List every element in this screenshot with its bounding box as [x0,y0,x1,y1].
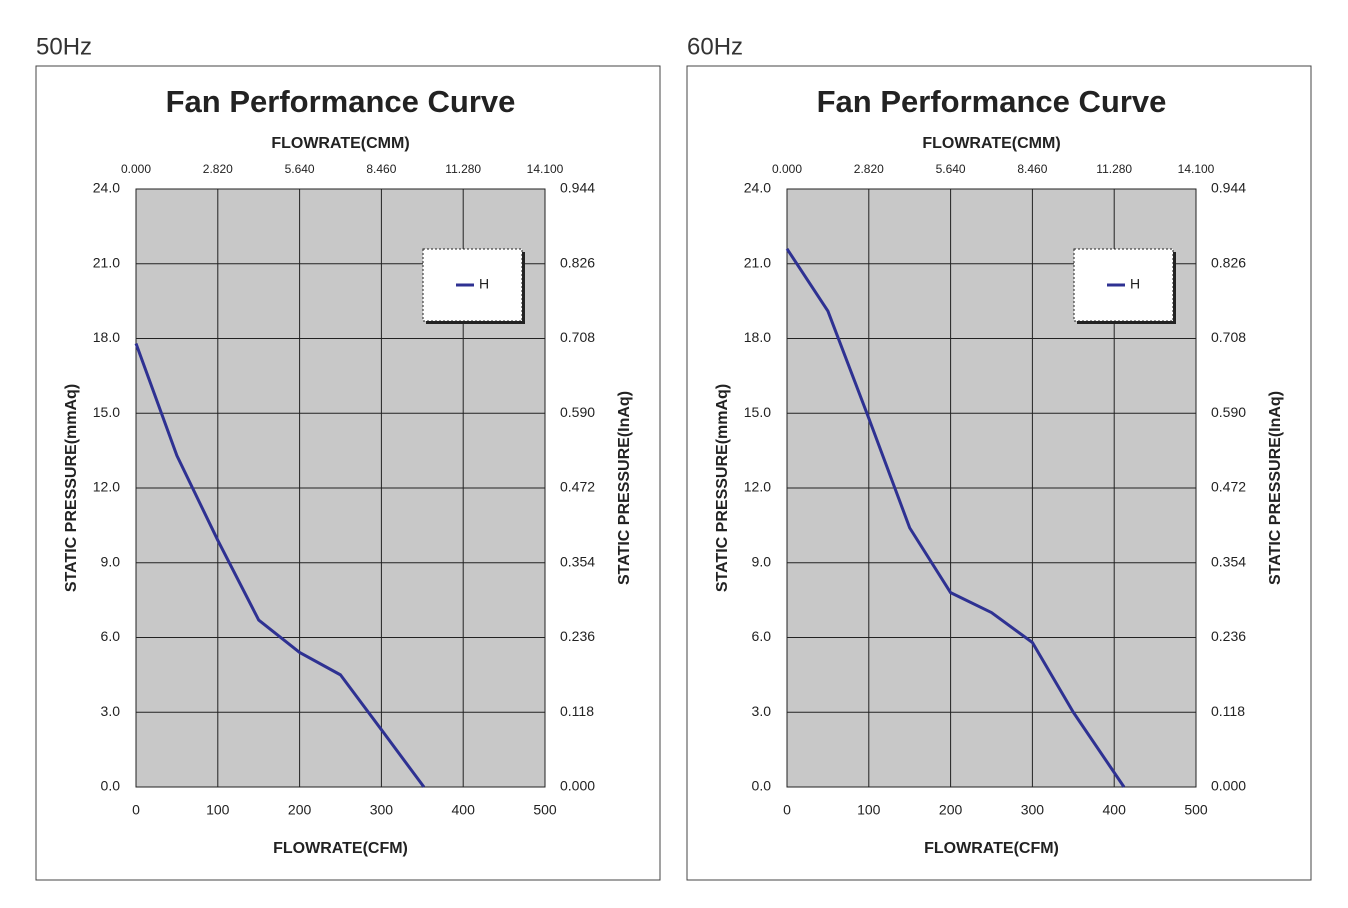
x-tick-label: 0 [132,802,140,818]
y2-axis-label: STATIC PRESSURE(InAq) [1267,391,1284,585]
x2-axis-label: FLOWRATE(CMM) [922,135,1060,152]
legend-label: H [479,276,489,292]
x-tick-label: 200 [939,802,963,818]
x-tick-label: 0 [783,802,791,818]
x-tick-label: 300 [1021,802,1045,818]
line [134,342,426,788]
x-tick-label: 200 [288,802,312,818]
x-axis-label: FLOWRATE(CFM) [924,840,1059,857]
legend-label: H [1130,276,1140,292]
y-tick-label: 21.0 [93,254,120,270]
y-axis-label: STATIC PRESSURE(mmAq) [63,384,80,592]
x2-tick-label: 5.640 [285,162,315,176]
x2-tick-label: 0.000 [772,162,802,176]
y-tick-label: 0.0 [752,778,772,794]
y2-tick-label: 0.354 [560,553,595,569]
x2-tick-label: 0.000 [121,162,151,176]
y-tick-label: 3.0 [752,703,772,719]
y-tick-label: 0.0 [101,778,121,794]
y2-tick-label: 0.826 [560,254,595,270]
heading: 50Hz [36,33,92,60]
chart-title: Fan Performance Curve [817,84,1167,119]
y-tick-label: 24.0 [93,180,120,196]
y2-tick-label: 0.118 [1211,703,1245,719]
x-tick-label: 300 [370,802,394,818]
y2-tick-label: 0.708 [1211,329,1246,345]
x-tick-label: 100 [206,802,230,818]
y2-tick-label: 0.472 [560,479,595,495]
x2-tick-label: 8.460 [1017,162,1047,176]
y-tick-label: 24.0 [744,180,771,196]
y-tick-label: 9.0 [752,553,772,569]
y-tick-label: 12.0 [744,479,771,495]
x-tick-label: 500 [533,802,557,818]
x-tick-label: 500 [1184,802,1208,818]
x2-tick-label: 11.280 [1096,162,1132,176]
y2-tick-label: 0.944 [1211,180,1246,196]
y-tick-label: 18.0 [744,329,771,345]
panel-frame [686,65,1312,881]
chart-title: Fan Performance Curve [166,84,516,119]
y-tick-label: 18.0 [93,329,120,345]
x2-tick-label: 14.100 [527,162,564,176]
y-axis-label: STATIC PRESSURE(mmAq) [714,384,731,592]
y2-tick-label: 0.944 [560,180,595,196]
x2-axis-label: FLOWRATE(CMM) [271,135,409,152]
y-tick-label: 15.0 [93,404,120,420]
x2-tick-label: 2.820 [854,162,884,176]
x-tick-label: 400 [1103,802,1127,818]
x2-tick-label: 8.460 [366,162,396,176]
y-tick-label: 21.0 [744,254,771,270]
x2-tick-label: 14.100 [1178,162,1215,176]
x2-tick-label: 2.820 [203,162,233,176]
line [785,247,1126,788]
y2-axis-label: STATIC PRESSURE(InAq) [616,391,633,585]
y-tick-label: 3.0 [101,703,121,719]
y2-tick-label: 0.472 [1211,479,1246,495]
x-axis-label: FLOWRATE(CFM) [273,840,408,857]
y2-tick-label: 0.826 [1211,254,1246,270]
y2-tick-label: 0.236 [1211,628,1246,644]
y2-tick-label: 0.590 [1211,404,1246,420]
y2-tick-label: 0.000 [560,778,595,794]
y2-tick-label: 0.708 [560,329,595,345]
y-tick-label: 6.0 [752,628,772,644]
y2-tick-label: 0.590 [560,404,595,420]
x2-tick-label: 11.280 [445,162,481,176]
x-tick-label: 100 [857,802,881,818]
y2-tick-label: 0.000 [1211,778,1246,794]
panel-frame [35,65,661,881]
y-tick-label: 9.0 [101,553,121,569]
y2-tick-label: 0.236 [560,628,595,644]
x-tick-label: 400 [452,802,476,818]
y-tick-label: 12.0 [93,479,120,495]
x2-tick-label: 5.640 [936,162,966,176]
y2-tick-label: 0.118 [560,703,594,719]
y2-tick-label: 0.354 [1211,553,1246,569]
y-tick-label: 15.0 [744,404,771,420]
y-tick-label: 6.0 [101,628,121,644]
heading: 60Hz [687,33,743,60]
